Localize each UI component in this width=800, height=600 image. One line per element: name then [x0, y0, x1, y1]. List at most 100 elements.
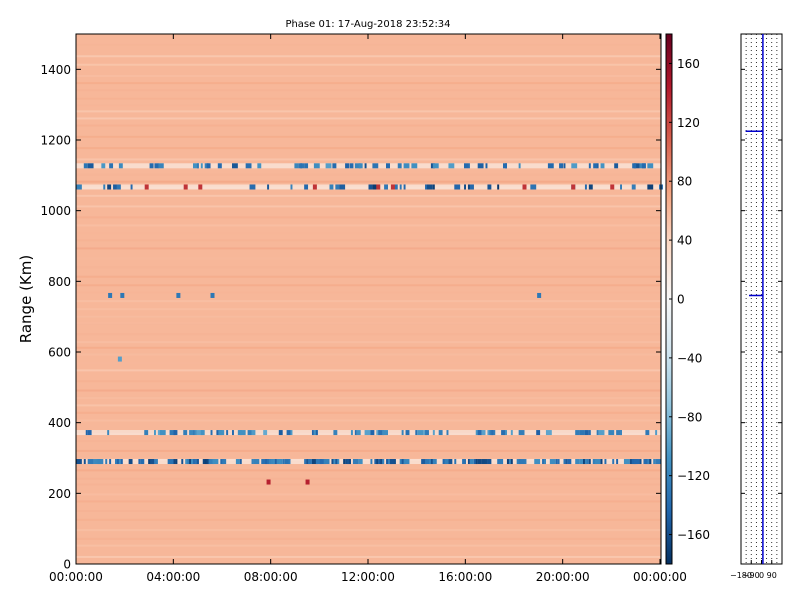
- heatmap-cell: [232, 430, 234, 436]
- heatmap-cell: [181, 459, 184, 465]
- heatmap-cell: [491, 430, 494, 436]
- heatmap-cell: [343, 459, 346, 465]
- heatmap-cell: [487, 459, 492, 465]
- heatmap-cell: [305, 479, 310, 485]
- heatmap-cell: [593, 163, 598, 169]
- heatmap-cell: [313, 163, 320, 169]
- heatmap-cell: [588, 184, 593, 190]
- heatmap-streak: [76, 224, 661, 227]
- heatmap-cell: [467, 459, 470, 465]
- heatmap-streak: [76, 389, 661, 392]
- heatmap-cell: [144, 430, 149, 436]
- colorbar-tick-label: −40: [677, 351, 702, 365]
- heatmap-cell: [649, 459, 652, 465]
- heatmap-cell: [376, 184, 381, 190]
- heatmap-cell: [653, 459, 656, 465]
- heatmap-streak: [76, 216, 661, 219]
- heatmap-cell: [83, 459, 86, 465]
- heatmap-streak: [76, 380, 661, 383]
- heatmap-cell: [109, 163, 114, 169]
- heatmap-cell: [194, 430, 197, 436]
- heatmap-cell: [481, 459, 486, 465]
- heatmap-cell: [183, 184, 188, 190]
- heatmap-cell: [198, 184, 203, 190]
- heatmap-cell: [623, 459, 630, 465]
- heatmap-cell: [403, 459, 410, 465]
- heatmap-cell: [393, 459, 396, 465]
- heatmap-cell: [93, 459, 96, 465]
- heatmap-cell: [430, 459, 433, 465]
- heatmap-cell: [274, 459, 277, 465]
- heatmap-cell: [427, 184, 433, 190]
- heatmap-cell: [376, 459, 379, 465]
- heatmap-cell: [522, 184, 527, 190]
- profile-line: [745, 34, 764, 564]
- heatmap-streak: [76, 440, 661, 443]
- heatmap-streak: [76, 341, 661, 344]
- y-tick-label: 1400: [40, 63, 71, 77]
- heatmap-cell: [222, 459, 227, 465]
- heatmap-cell: [616, 459, 619, 465]
- heatmap-cell: [300, 163, 303, 169]
- heatmap-cell: [218, 430, 225, 436]
- heatmap-cell: [194, 459, 197, 465]
- heatmap-cell: [584, 184, 587, 190]
- heatmap-cell: [154, 430, 156, 436]
- heatmap-cell: [208, 459, 215, 465]
- heatmap-cell: [477, 430, 482, 436]
- heatmap-streak: [76, 97, 661, 100]
- heatmap-streak: [76, 63, 661, 66]
- heatmap-cell: [633, 459, 640, 465]
- heatmap-streak: [76, 104, 661, 107]
- heatmap-streak: [76, 124, 661, 127]
- heatmap-cell: [588, 163, 591, 169]
- heatmap-cell: [154, 459, 156, 465]
- heatmap-cell: [337, 184, 340, 190]
- colorbar-tick-label: 160: [677, 57, 700, 71]
- heatmap-cell: [481, 430, 486, 436]
- heatmap-cell: [549, 459, 556, 465]
- heatmap-cell: [557, 459, 560, 465]
- heatmap-cell: [206, 163, 211, 169]
- heatmap-cell: [432, 459, 437, 465]
- heatmap-cell: [403, 184, 406, 190]
- heatmap-cell: [239, 430, 246, 436]
- y-axis-ticks: 0 200 400 600 800 1000 1200 1400: [40, 63, 661, 572]
- heatmap-cell: [477, 459, 482, 465]
- heatmap-cell: [536, 430, 541, 436]
- heatmap-cell: [278, 459, 281, 465]
- heatmap-streak: [76, 247, 661, 250]
- heatmap-cell: [247, 430, 252, 436]
- heatmap-cell: [448, 459, 453, 465]
- heatmap-cell: [598, 430, 605, 436]
- heatmap-cell: [315, 430, 318, 436]
- heatmap-cell: [501, 430, 505, 436]
- heatmap-cell: [563, 459, 566, 465]
- heatmap-cell: [372, 184, 379, 190]
- heatmap-cell: [335, 459, 338, 465]
- heatmap-cell: [189, 430, 193, 436]
- heatmap-cell: [411, 163, 418, 169]
- heatmap-feature-cells: [76, 163, 663, 485]
- heatmap-cell: [421, 459, 427, 465]
- heatmap-cell: [193, 430, 195, 436]
- heatmap-cell: [212, 459, 219, 465]
- heatmap-cell: [430, 163, 435, 169]
- heatmap-cell: [614, 163, 619, 169]
- heatmap-cell: [446, 430, 449, 436]
- heatmap-cell: [497, 184, 500, 190]
- heatmap-cell: [245, 163, 252, 169]
- heatmap-cell: [518, 163, 521, 169]
- heatmap-cell: [354, 430, 357, 436]
- y-tick-label: 0: [63, 558, 71, 572]
- heatmap-cell: [304, 459, 307, 465]
- heatmap-cell: [518, 430, 525, 436]
- heatmap-cell: [116, 184, 121, 190]
- heatmap-cell: [417, 430, 424, 436]
- heatmap-cell: [547, 163, 554, 169]
- heatmap-streak: [76, 257, 661, 260]
- heatmap-cell: [647, 184, 654, 190]
- heatmap-streak: [76, 205, 661, 208]
- colorbar-tick-label: 40: [677, 234, 692, 248]
- heatmap-cell: [544, 459, 546, 465]
